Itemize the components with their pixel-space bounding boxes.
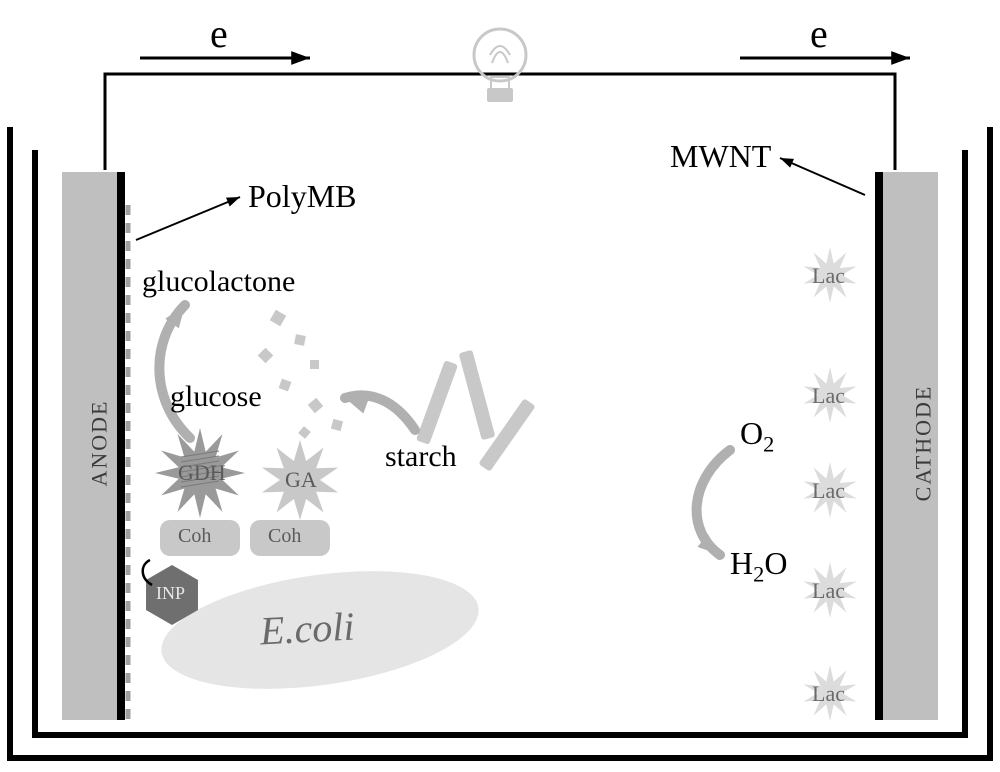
coh-label-1: Coh xyxy=(178,525,211,548)
starch-label: starch xyxy=(385,440,457,474)
gdh-label: GDH xyxy=(178,460,226,486)
ecoli-label: E.coli xyxy=(259,603,356,655)
mwnt-label: MWNT xyxy=(670,138,771,175)
polymb-label: PolyMB xyxy=(248,178,356,215)
cathode-label: CATHODE xyxy=(910,385,936,502)
coh-label-2: Coh xyxy=(268,525,301,548)
electron-label-right: e xyxy=(810,10,828,57)
anode-label: ANODE xyxy=(87,400,113,487)
inp-label: INP xyxy=(156,583,185,604)
lac-label-3: Lac xyxy=(812,478,845,504)
ga-label: GA xyxy=(285,467,317,493)
diagram-svg xyxy=(0,0,1000,772)
h2o-label: H2O xyxy=(730,545,787,587)
lac-label-1: Lac xyxy=(812,263,845,289)
o2-label: O2 xyxy=(740,415,774,457)
lac-label-4: Lac xyxy=(812,578,845,604)
glucose-label: glucose xyxy=(170,380,262,414)
lac-label-2: Lac xyxy=(812,383,845,409)
diagram-canvas: e e PolyMB MWNT glucolactone glucose sta… xyxy=(0,0,1000,772)
lac-label-5: Lac xyxy=(812,681,845,707)
glucolactone-label: glucolactone xyxy=(142,265,295,299)
electron-label-left: e xyxy=(210,10,228,57)
